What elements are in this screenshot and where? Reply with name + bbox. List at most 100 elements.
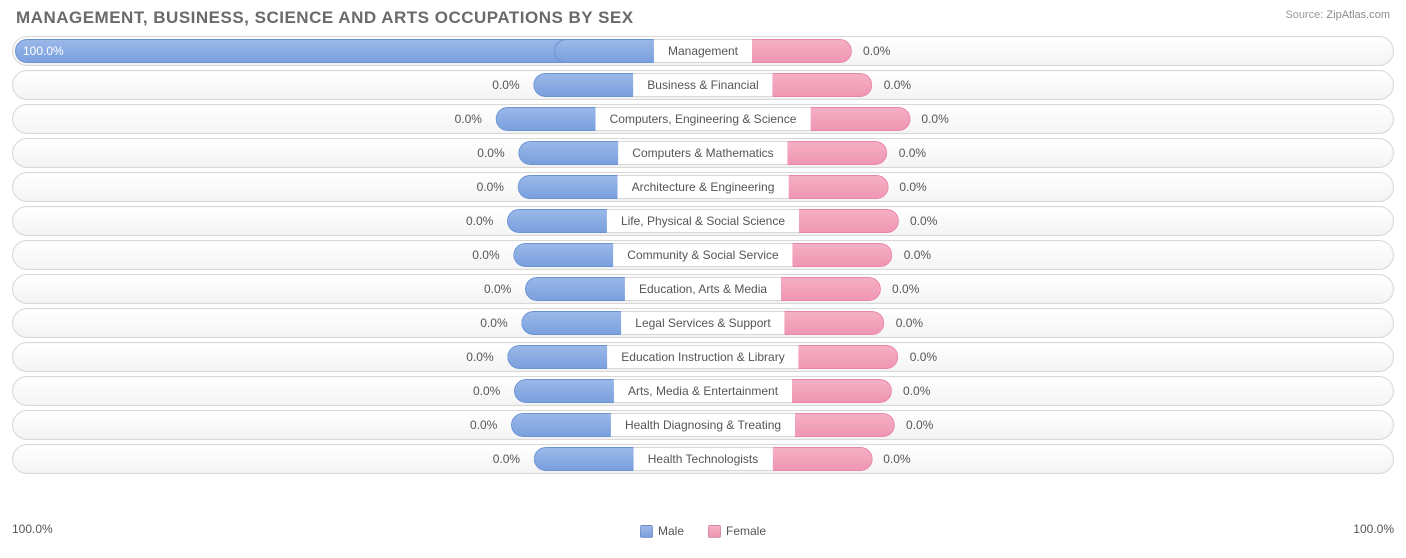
row-label: Health Diagnosing & Treating	[611, 413, 795, 437]
pill-male-side	[513, 243, 613, 267]
female-pct-label: 0.0%	[903, 384, 930, 398]
chart-row: Legal Services & Support0.0%0.0%	[12, 308, 1394, 338]
pill-male-side	[534, 447, 634, 471]
pill-female-side	[773, 73, 873, 97]
pill-male-side	[533, 73, 633, 97]
male-pct-label: 0.0%	[470, 418, 497, 432]
axis-right-label: 100.0%	[1353, 522, 1394, 536]
pill-female-side	[752, 39, 852, 63]
row-center-pill: Education, Arts & Media	[525, 277, 881, 301]
source-label: Source:	[1285, 9, 1323, 21]
pill-female-side	[792, 379, 892, 403]
female-pct-label: 0.0%	[904, 248, 931, 262]
female-pct-label: 0.0%	[892, 282, 919, 296]
source-value: ZipAtlas.com	[1326, 9, 1390, 21]
pill-female-side	[793, 243, 893, 267]
row-center-pill: Computers & Mathematics	[518, 141, 887, 165]
row-center-pill: Management	[554, 39, 852, 63]
male-pct-label: 0.0%	[484, 282, 511, 296]
chart-row: Life, Physical & Social Science 0.0% 0.0%	[12, 206, 1394, 236]
row-center-pill: Legal Services & Support	[521, 311, 884, 335]
pill-female-side	[781, 277, 881, 301]
row-center-pill: Computers, Engineering & Science	[496, 107, 911, 131]
row-label: Business & Financial	[633, 73, 772, 97]
female-pct-label: 0.0%	[883, 452, 910, 466]
row-center-pill: Health Technologists	[534, 447, 873, 471]
chart-row: Education, Arts & Media 0.0% 0.0%	[12, 274, 1394, 304]
legend: Male Female	[640, 524, 766, 538]
pill-female-side	[799, 209, 899, 233]
row-label: Computers & Mathematics	[618, 141, 787, 165]
chart-row: Architecture & Engineering 0.0% 0.0%	[12, 172, 1394, 202]
legend-male-label: Male	[658, 524, 684, 538]
female-pct-label: 0.0%	[899, 146, 926, 160]
male-swatch	[640, 525, 653, 538]
chart-row: Arts, Media & Entertainment 0.0% 0.0%	[12, 376, 1394, 406]
row-label: Computers, Engineering & Science	[596, 107, 811, 131]
row-center-pill: Business & Financial	[533, 73, 872, 97]
male-pct-label: 0.0%	[493, 452, 520, 466]
row-label: Arts, Media & Entertainment	[614, 379, 792, 403]
chart-row: Education Instruction & Library 0.0% 0.0%	[12, 342, 1394, 372]
row-center-pill: Life, Physical & Social Science	[507, 209, 899, 233]
pill-male-side	[496, 107, 596, 131]
legend-male: Male	[640, 524, 684, 538]
pill-male-side	[511, 413, 611, 437]
row-center-pill: Health Diagnosing & Treating	[511, 413, 895, 437]
pill-male-side	[554, 39, 654, 63]
female-pct-label: 0.0%	[896, 316, 923, 330]
row-label: Education Instruction & Library	[607, 345, 798, 369]
row-label: Life, Physical & Social Science	[607, 209, 799, 233]
female-pct-label: 0.0%	[921, 112, 948, 126]
legend-female-label: Female	[726, 524, 766, 538]
row-center-pill: Arts, Media & Entertainment	[514, 379, 892, 403]
row-center-pill: Architecture & Engineering	[518, 175, 889, 199]
chart-row: Computers, Engineering & Science 0.0% 0.0%	[12, 104, 1394, 134]
pill-female-side	[810, 107, 910, 131]
chart-row: Computers & Mathematics 0.0% 0.0%	[12, 138, 1394, 168]
male-pct-label: 0.0%	[466, 214, 493, 228]
chart-row: Health Technologists 0.0% 0.0%	[12, 444, 1394, 474]
row-label: Health Technologists	[634, 447, 773, 471]
row-label: Community & Social Service	[613, 243, 792, 267]
female-pct-label: 0.0%	[884, 78, 911, 92]
pill-male-side	[514, 379, 614, 403]
male-pct-label: 0.0%	[473, 384, 500, 398]
chart-row: Health Diagnosing & Treating 0.0% 0.0%	[12, 410, 1394, 440]
male-pct-label: 100.0%	[23, 44, 64, 58]
row-center-pill: Community & Social Service	[513, 243, 892, 267]
male-pct-label: 0.0%	[472, 248, 499, 262]
chart-title: MANAGEMENT, BUSINESS, SCIENCE AND ARTS O…	[16, 8, 634, 28]
pill-female-side	[799, 345, 899, 369]
female-pct-label: 0.0%	[906, 418, 933, 432]
pill-male-side	[507, 209, 607, 233]
female-swatch	[708, 525, 721, 538]
chart-row: Business & Financial 0.0% 0.0%	[12, 70, 1394, 100]
pill-male-side	[525, 277, 625, 301]
female-pct-label: 0.0%	[910, 350, 937, 364]
chart-container: MANAGEMENT, BUSINESS, SCIENCE AND ARTS O…	[0, 0, 1406, 558]
pill-female-side	[795, 413, 895, 437]
female-pct-label: 0.0%	[863, 44, 890, 58]
female-pct-label: 0.0%	[910, 214, 937, 228]
chart-row: Community & Social Service 0.0% 0.0%	[12, 240, 1394, 270]
pill-female-side	[788, 175, 888, 199]
pill-female-side	[785, 311, 885, 335]
male-pct-label: 0.0%	[477, 180, 504, 194]
male-pct-label: 0.0%	[492, 78, 519, 92]
chart-rows: Management100.0%0.0%Business & Financial…	[12, 36, 1394, 474]
pill-male-side	[507, 345, 607, 369]
pill-male-side	[518, 175, 618, 199]
male-pct-label: 0.0%	[455, 112, 482, 126]
male-pct-label: 0.0%	[477, 146, 504, 160]
legend-female: Female	[708, 524, 766, 538]
row-label: Education, Arts & Media	[625, 277, 781, 301]
chart-source: Source: ZipAtlas.com	[1285, 8, 1390, 22]
row-label: Management	[654, 39, 752, 63]
pill-female-side	[788, 141, 888, 165]
chart-row: Management 100.0% 0.0%	[12, 36, 1394, 66]
male-pct-label: 0.0%	[466, 350, 493, 364]
row-center-pill: Education Instruction & Library	[507, 345, 898, 369]
female-pct-label: 0.0%	[899, 180, 926, 194]
axis-left-label: 100.0%	[12, 522, 53, 536]
